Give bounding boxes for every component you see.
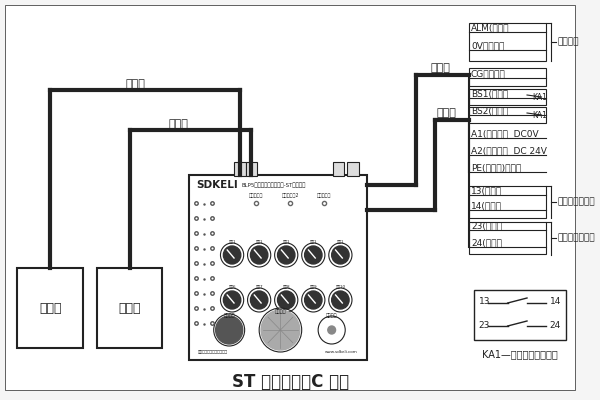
Text: 通道8: 通道8 [283, 284, 290, 288]
FancyBboxPatch shape [234, 162, 245, 176]
Text: CG（红色）: CG（红色） [471, 70, 506, 78]
Text: 发射器: 发射器 [39, 302, 62, 314]
FancyBboxPatch shape [97, 268, 163, 348]
Text: KA1—折弯机慢下继电器: KA1—折弯机慢下继电器 [482, 349, 557, 359]
Text: 通道检测号: 通道检测号 [249, 192, 263, 198]
Text: 通道1: 通道1 [310, 239, 317, 243]
Text: PE(黄绿色)：接地: PE(黄绿色)：接地 [471, 164, 521, 172]
Text: ST 型控制器（C 型）: ST 型控制器（C 型） [232, 373, 349, 391]
Text: 通道检测号2: 通道检测号2 [281, 192, 299, 198]
FancyBboxPatch shape [347, 162, 359, 176]
FancyBboxPatch shape [332, 162, 344, 176]
Text: 接收器: 接收器 [118, 302, 141, 314]
FancyBboxPatch shape [245, 162, 257, 176]
Text: 14: 14 [550, 298, 561, 306]
Text: KA1: KA1 [532, 92, 547, 102]
Text: 电源线: 电源线 [437, 108, 457, 118]
Circle shape [223, 291, 241, 309]
Text: A1(白色）：  DC0V: A1(白色）： DC0V [471, 130, 539, 138]
Text: 24: 24 [550, 320, 561, 330]
Text: SDKELI: SDKELI [196, 180, 238, 190]
Text: BLP5型激光安全保护装置-ST型控制器: BLP5型激光安全保护装置-ST型控制器 [242, 182, 306, 188]
Text: 通道7: 通道7 [256, 284, 263, 288]
Text: 0V（绿色）: 0V（绿色） [471, 42, 505, 50]
Text: A2(红色）：  DC 24V: A2(红色）： DC 24V [471, 146, 547, 156]
Text: 13: 13 [479, 298, 490, 306]
Text: 复位开关: 复位开关 [223, 314, 235, 318]
Circle shape [215, 316, 243, 344]
Text: BS2(棕色）: BS2(棕色） [471, 106, 508, 116]
Circle shape [332, 291, 349, 309]
Text: 通道1: 通道1 [337, 239, 344, 243]
Text: 通道1: 通道1 [256, 239, 263, 243]
Text: 接快下控制输出: 接快下控制输出 [558, 234, 596, 242]
Text: 山东凯力光电技术有限公司: 山东凯力光电技术有限公司 [198, 350, 228, 354]
FancyBboxPatch shape [5, 5, 575, 390]
Text: 13(蓝色）: 13(蓝色） [471, 186, 502, 196]
Text: 电源开关: 电源开关 [326, 314, 337, 318]
FancyBboxPatch shape [17, 268, 83, 348]
Circle shape [278, 291, 295, 309]
Text: 23: 23 [479, 320, 490, 330]
Text: KA1: KA1 [532, 110, 547, 120]
Circle shape [250, 291, 268, 309]
Text: 24(棕色）: 24(棕色） [471, 238, 502, 248]
Text: BS1(蓝色）: BS1(蓝色） [471, 90, 508, 98]
Text: 信号线: 信号线 [430, 63, 450, 73]
Circle shape [261, 310, 300, 350]
Text: 传输线: 传输线 [125, 79, 145, 89]
Text: 通道1: 通道1 [283, 239, 290, 243]
Circle shape [305, 291, 322, 309]
Circle shape [332, 246, 349, 264]
Text: 通道9: 通道9 [310, 284, 317, 288]
Text: www.sdkeli.com: www.sdkeli.com [325, 350, 358, 354]
Circle shape [278, 246, 295, 264]
Text: 接报警器: 接报警器 [558, 38, 580, 46]
Circle shape [305, 246, 322, 264]
FancyBboxPatch shape [188, 175, 367, 360]
Text: 通道10: 通道10 [335, 284, 346, 288]
Text: 接快下控制输出: 接快下控制输出 [558, 198, 596, 206]
Text: 传输线: 传输线 [169, 119, 189, 129]
Circle shape [328, 326, 335, 334]
Text: 14(蓝色）: 14(蓝色） [471, 202, 502, 210]
Text: 23(棕色）: 23(棕色） [471, 222, 502, 230]
Text: 通道1: 通道1 [229, 239, 236, 243]
Text: 通道6: 通道6 [228, 284, 236, 288]
Text: ALM(黑色）: ALM(黑色） [471, 24, 509, 32]
Circle shape [223, 246, 241, 264]
Circle shape [250, 246, 268, 264]
Text: 输出状态号: 输出状态号 [317, 192, 331, 198]
Text: 运锁模式: 运锁模式 [275, 310, 286, 314]
